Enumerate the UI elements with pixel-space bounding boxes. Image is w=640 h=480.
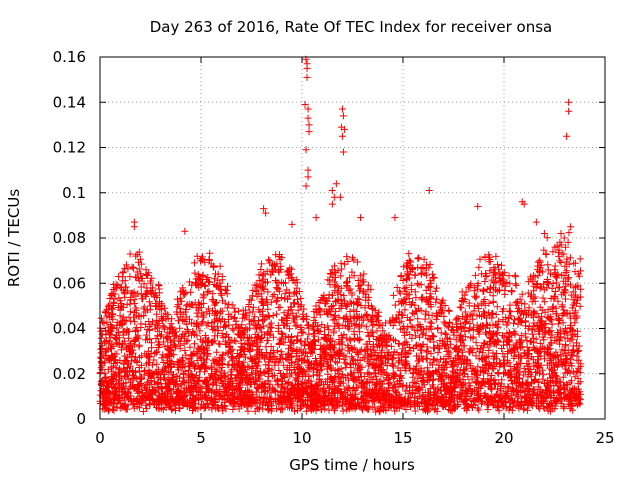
x-tick-label: 10	[292, 429, 311, 447]
roti-outlier-point	[338, 132, 346, 140]
roti-outlier-point	[340, 125, 348, 133]
roti-outlier-point	[563, 132, 571, 140]
roti-outlier-point	[260, 205, 268, 213]
y-tick-label: 0.08	[53, 229, 86, 247]
roti-outlier-point	[312, 214, 320, 222]
roti-outlier-point	[357, 214, 365, 222]
roti-outlier-point	[181, 227, 189, 235]
roti-outlier-point	[338, 105, 346, 113]
roti-outlier-point	[304, 114, 312, 122]
roti-outlier-point	[540, 229, 548, 237]
roti-outlier-point	[303, 73, 311, 81]
roti-outlier-point	[304, 173, 312, 181]
y-tick-label: 0.02	[53, 365, 86, 383]
roti-outlier-point	[262, 209, 270, 217]
roti-outlier-point	[288, 220, 296, 228]
roti-outlier-point	[302, 182, 310, 190]
roti-outlier-point	[328, 200, 336, 208]
x-tick-labels: 0 5 10 15 20 25	[95, 429, 614, 447]
y-tick-label: 0	[76, 410, 86, 428]
y-axis-label: ROTI / TECUs	[5, 189, 23, 287]
x-tick-label: 15	[393, 429, 412, 447]
y-tick-label: 0.06	[53, 274, 86, 292]
roti-outlier-point	[474, 202, 482, 210]
roti-outlier-point	[302, 146, 310, 154]
roti-outlier-point	[130, 223, 138, 231]
roti-outlier-point	[332, 180, 340, 188]
y-tick-label: 0.1	[62, 184, 86, 202]
roti-outlier-point	[532, 218, 540, 226]
roti-outlier-point	[339, 148, 347, 156]
roti-outlier-point	[336, 193, 344, 201]
roti-outlier-point	[565, 98, 573, 106]
y-tick-label: 0.14	[53, 93, 86, 111]
y-tick-labels: 0 0.02 0.04 0.06 0.08 0.1 0.12 0.14 0.16	[53, 48, 86, 428]
roti-outlier-point	[520, 200, 528, 208]
roti-outlier-point	[305, 128, 313, 136]
x-tick-label: 0	[95, 429, 105, 447]
roti-outlier-point	[567, 223, 575, 231]
roti-outlier-point	[304, 166, 312, 174]
roti-outlier-point	[330, 193, 338, 201]
x-tick-label: 5	[196, 429, 206, 447]
roti-outlier-point	[565, 107, 573, 115]
y-tick-label: 0.16	[53, 48, 86, 66]
roti-outlier-point	[328, 186, 336, 194]
roti-outlier-point	[301, 101, 309, 109]
roti-outlier-point	[305, 121, 313, 129]
y-tick-label: 0.04	[53, 320, 86, 338]
roti-outlier-point	[425, 186, 433, 194]
plot-frame	[99, 56, 606, 420]
x-axis-label: GPS time / hours	[289, 456, 415, 474]
roti-outlier-point	[303, 64, 311, 72]
chart-title: Day 263 of 2016, Rate Of TEC Index for r…	[150, 18, 553, 36]
roti-outlier-point	[391, 214, 399, 222]
points-layer	[96, 55, 585, 416]
roti-outlier-point	[339, 112, 347, 120]
roti-point-cloud	[96, 229, 585, 416]
x-tick-label: 25	[595, 429, 614, 447]
x-tick-label: 20	[494, 429, 513, 447]
roti-outlier-point	[304, 105, 312, 113]
y-tick-label: 0.12	[53, 139, 86, 157]
